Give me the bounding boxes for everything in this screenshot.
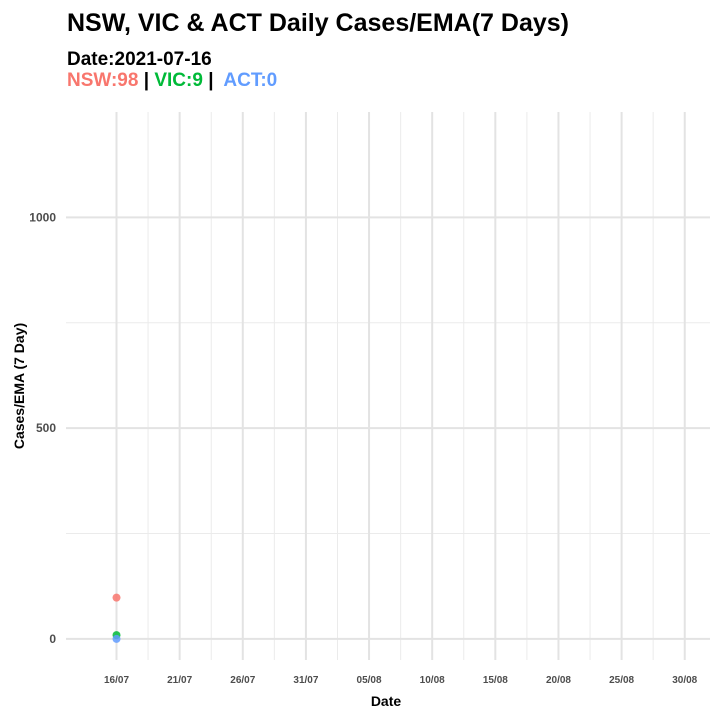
x-tick-label: 25/08 bbox=[609, 675, 634, 686]
legend: NSW:98 | VIC:9 | ACT:0 bbox=[67, 70, 277, 92]
x-tick-label: 31/07 bbox=[293, 675, 318, 686]
x-tick-label: 26/07 bbox=[230, 675, 255, 686]
x-axis-label: Date bbox=[371, 693, 402, 709]
y-axis-label: Cases/EMA (7 Day) bbox=[11, 323, 27, 449]
legend-separator: | bbox=[208, 70, 214, 91]
x-tick-label: 20/08 bbox=[546, 675, 571, 686]
x-tick-label: 30/08 bbox=[672, 675, 697, 686]
chart-subtitle-date: Date:2021-07-16 bbox=[67, 49, 212, 70]
legend-vic: VIC:9 bbox=[154, 70, 203, 91]
x-tick-label: 21/07 bbox=[167, 675, 192, 686]
chart-title: NSW, VIC & ACT Daily Cases/EMA(7 Days) bbox=[67, 9, 569, 37]
data-point-nsw bbox=[112, 593, 121, 602]
y-tick-label: 500 bbox=[36, 421, 56, 435]
x-tick-label: 15/08 bbox=[483, 675, 508, 686]
legend-act: ACT:0 bbox=[223, 70, 278, 91]
legend-nsw: NSW:98 bbox=[67, 70, 139, 91]
x-tick-label: 10/08 bbox=[420, 675, 445, 686]
data-point-act bbox=[112, 634, 121, 643]
x-tick-label: 16/07 bbox=[104, 675, 129, 686]
y-tick-label: 0 bbox=[49, 632, 56, 646]
x-tick-label: 05/08 bbox=[357, 675, 382, 686]
y-tick-label: 1000 bbox=[29, 210, 56, 224]
legend-separator: | bbox=[143, 70, 150, 91]
